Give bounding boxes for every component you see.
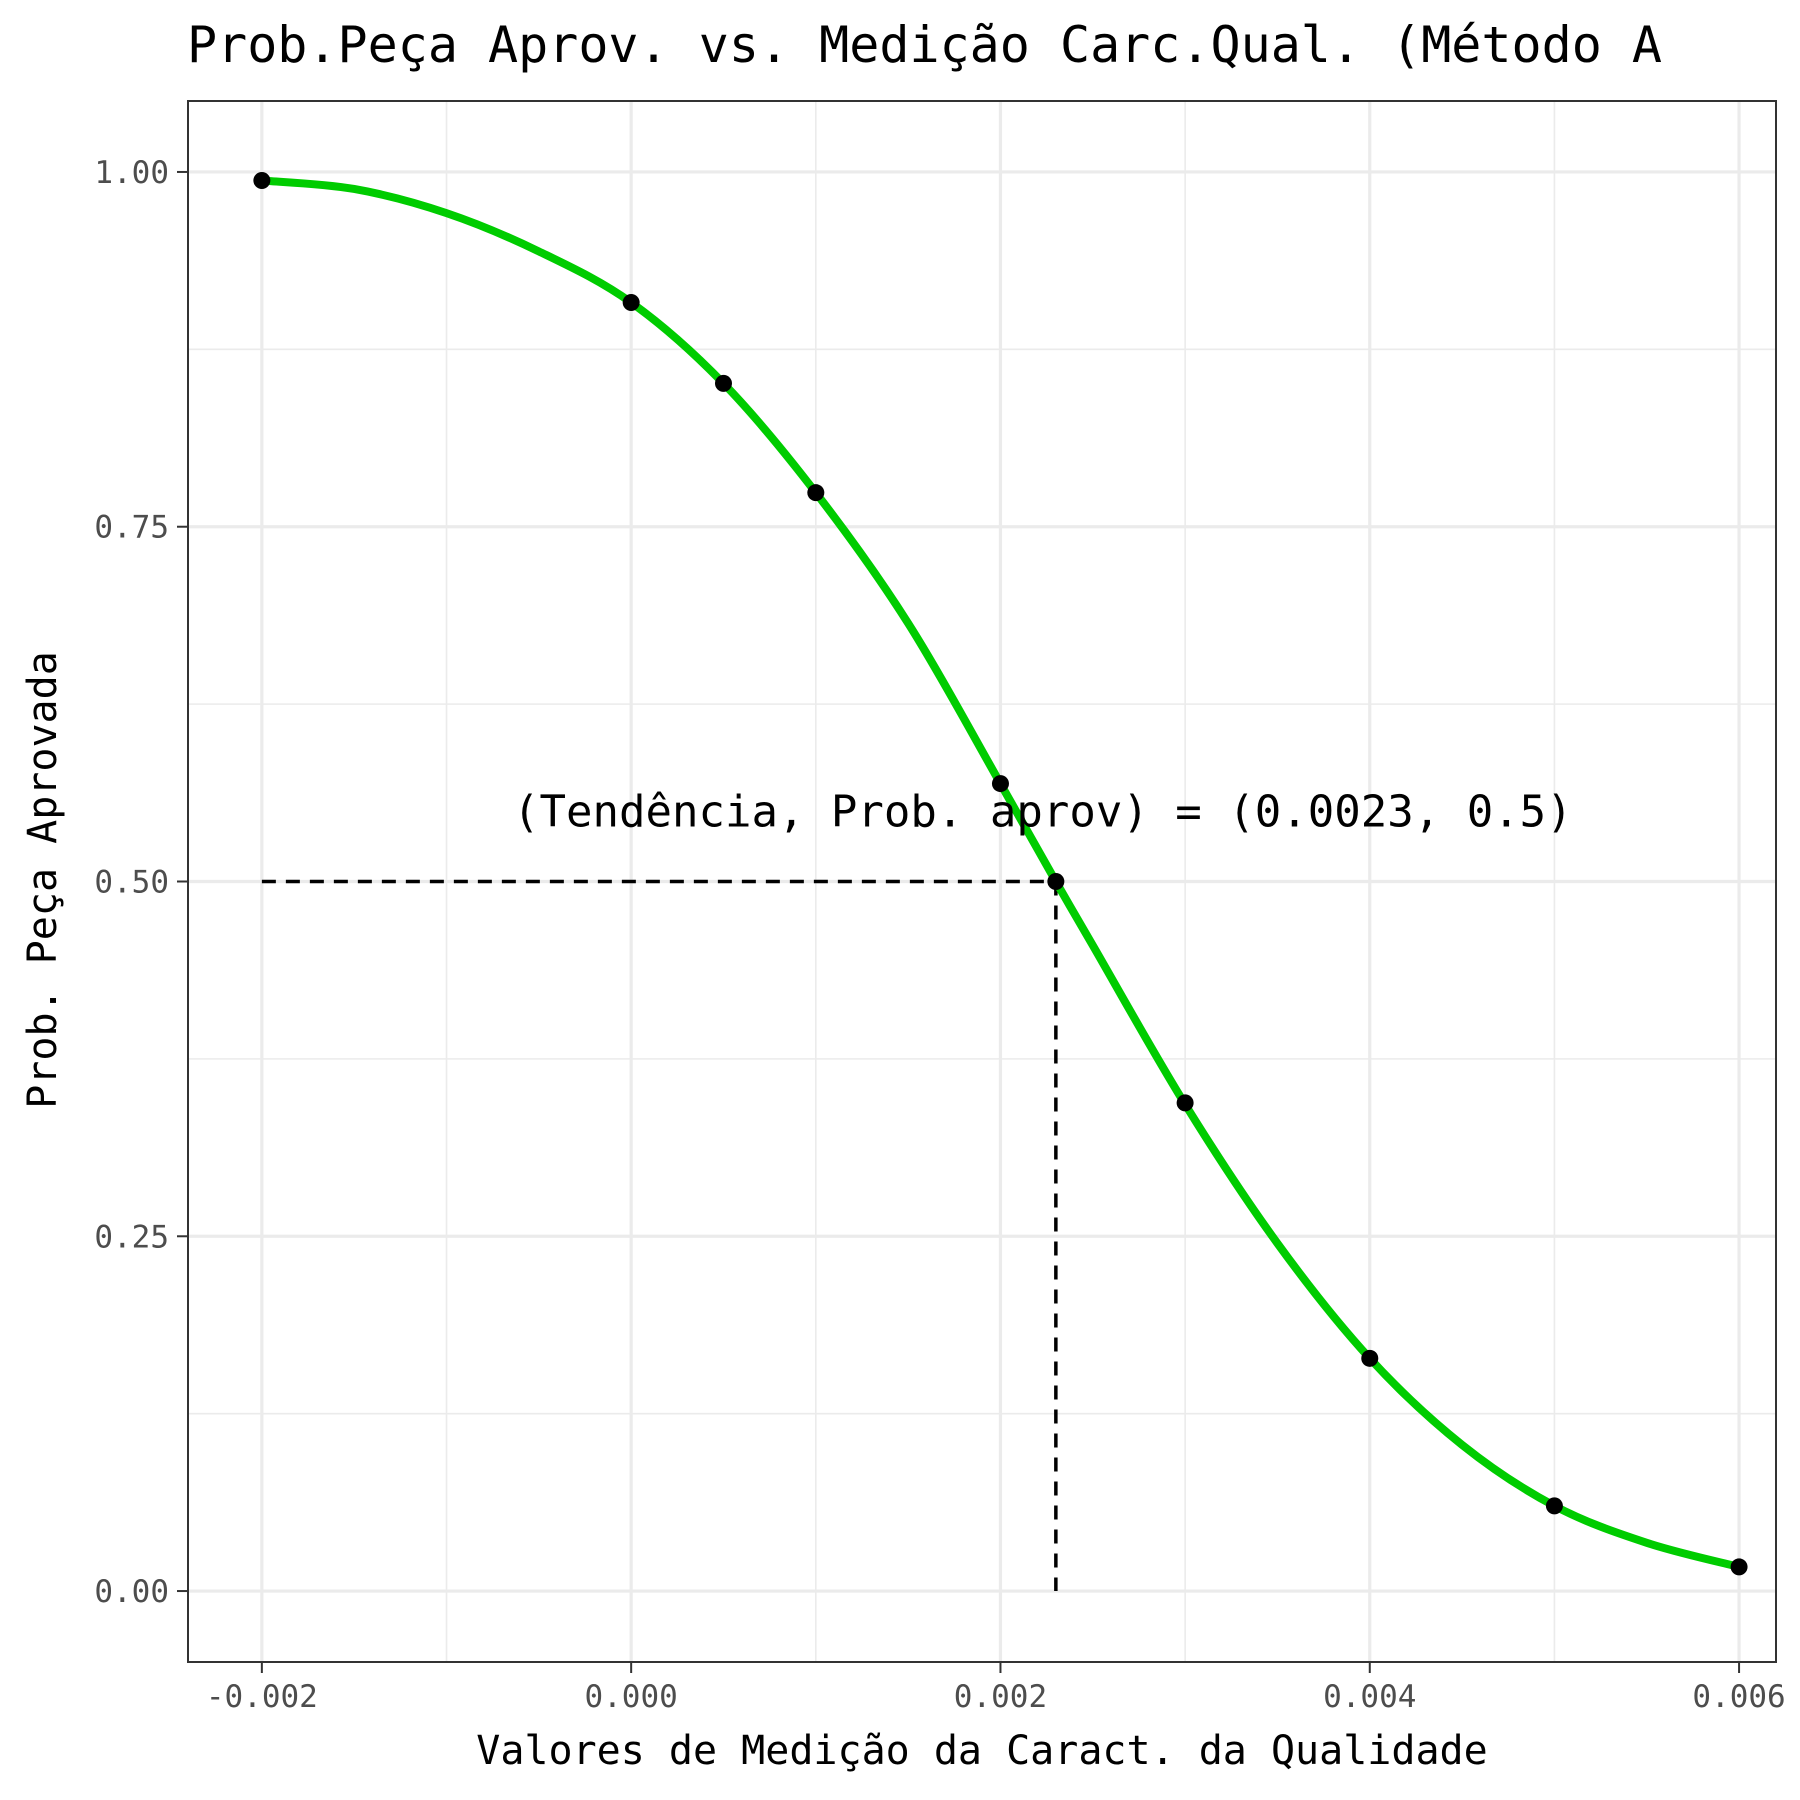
x-axis-title: Valores de Medição da Caract. da Qualida… [476, 1728, 1487, 1774]
data-point [1176, 1094, 1194, 1112]
axis-layer: -0.002 0.000 0.002 0.004 0.006 0.00 0.25 0.50 0.… [94, 155, 1785, 1715]
data-point [1545, 1497, 1563, 1515]
probability-curve [257, 176, 1744, 1571]
y-tick-label: 1.00 [94, 155, 169, 191]
x-tick-label: 0.002 [954, 1679, 1047, 1715]
data-point [1361, 1349, 1379, 1367]
data-point [622, 294, 640, 312]
x-tick-label: -0.002 [206, 1679, 318, 1715]
y-tick-label: 0.00 [94, 1574, 169, 1610]
x-tick-label: 0.006 [1692, 1679, 1785, 1715]
data-point [1047, 873, 1065, 890]
annotation-layer: (Tendência, Prob. aprov) = (0.0023, 0.5) [513, 787, 1573, 838]
y-axis-title: Prob. Peça Aprovada [20, 651, 66, 1109]
data-point [991, 775, 1009, 793]
y-tick-label: 0.50 [94, 865, 169, 901]
chart-title: Prob.Peça Aprov. vs. Medição Carc.Qual. … [187, 16, 1662, 74]
x-tick-label: 0.000 [584, 1679, 677, 1715]
points-layer [253, 171, 1748, 1576]
y-tick-label: 0.75 [94, 510, 169, 546]
guides-layer [261, 879, 1058, 1592]
curve-layer [257, 176, 1744, 1571]
data-point [807, 484, 825, 502]
data-point [1730, 1558, 1748, 1576]
x-tick-label: 0.004 [1323, 1679, 1416, 1715]
y-tick-label: 0.25 [94, 1219, 169, 1255]
data-point [253, 171, 271, 189]
grid-layer [188, 101, 1776, 1662]
annotation-label: (Tendência, Prob. aprov) = (0.0023, 0.5) [513, 787, 1573, 838]
data-point [714, 374, 732, 392]
